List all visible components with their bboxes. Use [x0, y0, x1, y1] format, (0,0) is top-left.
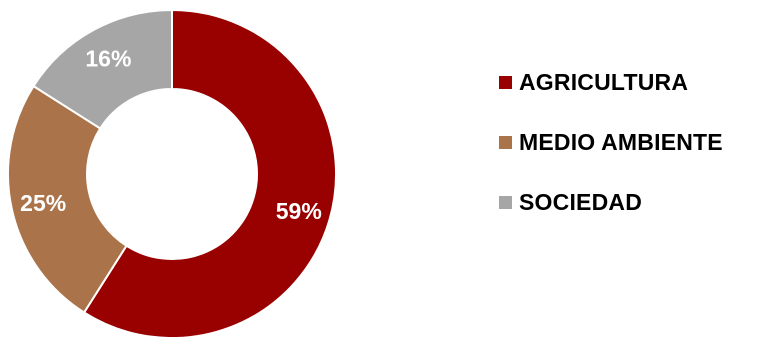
legend-item-sociedad: SOCIEDAD — [499, 172, 767, 232]
slice-sociedad — [32, 8, 173, 130]
legend-label-medio-ambiente: MEDIO AMBIENTE — [519, 128, 723, 155]
legend-label-agricultura: AGRICULTURA — [519, 68, 689, 95]
slice-agricultura — [82, 8, 337, 337]
slice-label-medio-ambiente: 25% — [20, 190, 66, 216]
slice-labels-group: 59% 25% 16% — [20, 45, 322, 224]
legend-item-medio-ambiente: MEDIO AMBIENTE — [499, 112, 767, 172]
slices-group — [7, 8, 337, 337]
legend-swatch-sociedad — [499, 195, 512, 209]
slice-label-agricultura: 59% — [276, 198, 322, 224]
legend-label-sociedad: SOCIEDAD — [519, 188, 643, 215]
slice-label-sociedad: 16% — [85, 45, 131, 71]
legend-swatch-agricultura — [499, 75, 512, 89]
legend: AGRICULTURA MEDIO AMBIENTE SOCIEDAD — [499, 52, 767, 232]
slice-medio-ambiente — [7, 84, 128, 314]
legend-item-agricultura: AGRICULTURA — [499, 52, 767, 112]
legend-swatch-medio-ambiente — [499, 135, 512, 149]
